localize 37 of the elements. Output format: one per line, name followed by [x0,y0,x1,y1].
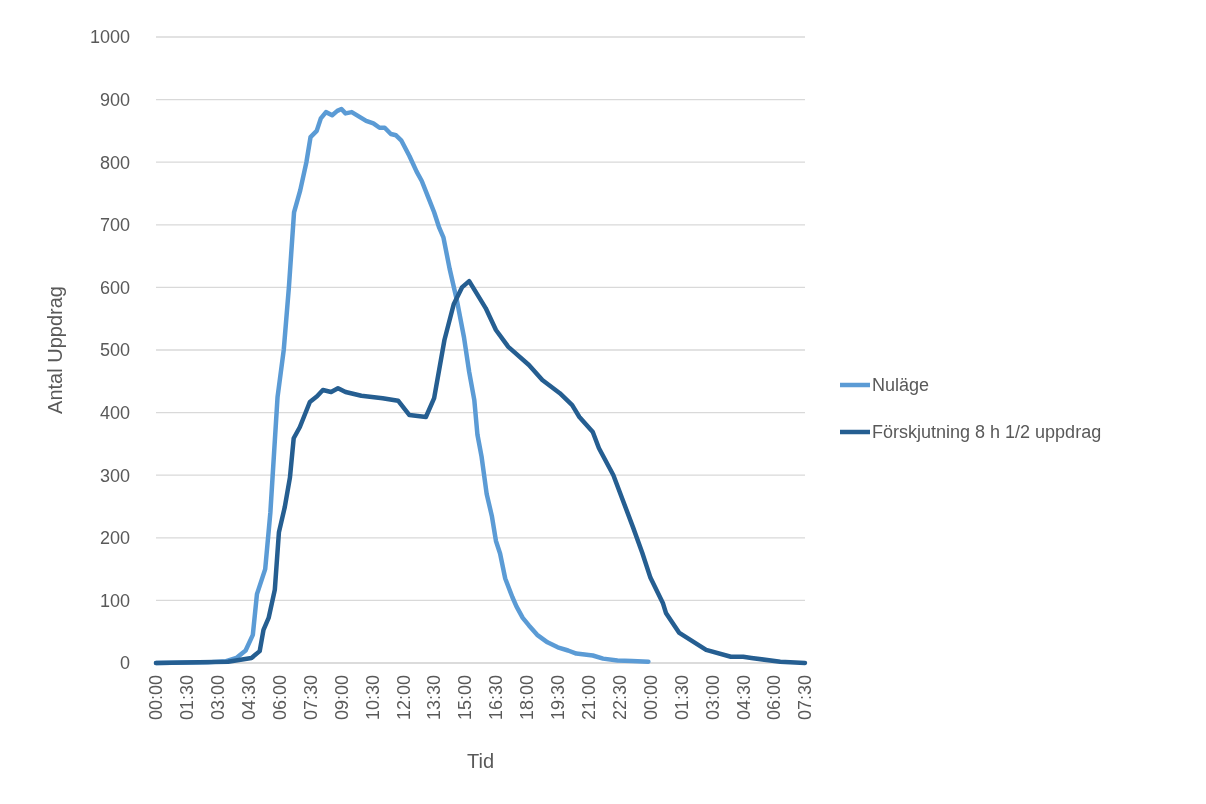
x-tick-label: 18:00 [517,675,538,721]
x-tick-label: 00:00 [146,675,167,721]
x-tick-label: 09:00 [331,675,352,721]
x-tick-label: 04:30 [239,675,260,721]
x-tick-label: 03:00 [702,675,723,721]
y-axis-title: Antal Uppdrag [44,286,66,414]
x-axis-title: Tid [466,750,495,772]
x-tick-label: 16:30 [486,675,507,721]
x-tick-label: 21:00 [578,675,599,721]
x-tick-label: 01:30 [177,675,198,721]
x-tick-label: 07:30 [795,675,816,721]
legend-label: Förskjutning 8 h 1/2 uppdrag [872,422,1102,443]
x-tick-label: 12:00 [393,675,414,721]
y-tick-label: 200 [99,528,130,549]
y-tick-label: 700 [99,215,130,236]
y-tick-label: 900 [99,89,130,110]
x-tick-label: 06:00 [269,675,290,721]
y-tick-label: 500 [99,340,130,361]
legend-label: Nuläge [872,375,930,396]
x-tick-label: 07:30 [300,675,321,721]
y-tick-label: 1000 [89,27,130,48]
y-tick-label: 800 [99,152,130,173]
x-tick-label: 01:30 [671,675,692,721]
x-tick-label: 04:30 [733,675,754,721]
y-tick-label: 400 [99,402,130,423]
x-tick-label: 19:30 [548,675,569,721]
x-tick-label: 00:00 [640,675,661,721]
y-tick-label: 300 [99,465,130,486]
x-tick-label: 10:30 [362,675,383,721]
y-tick-label: 100 [99,590,130,611]
x-tick-label: 22:30 [609,675,630,721]
x-tick-label: 06:00 [764,675,785,721]
y-tick-label: 0 [119,653,130,674]
y-tick-label: 600 [99,277,130,298]
x-tick-label: 15:00 [455,675,476,721]
x-tick-label: 03:00 [208,675,229,721]
x-tick-label: 13:30 [424,675,445,721]
